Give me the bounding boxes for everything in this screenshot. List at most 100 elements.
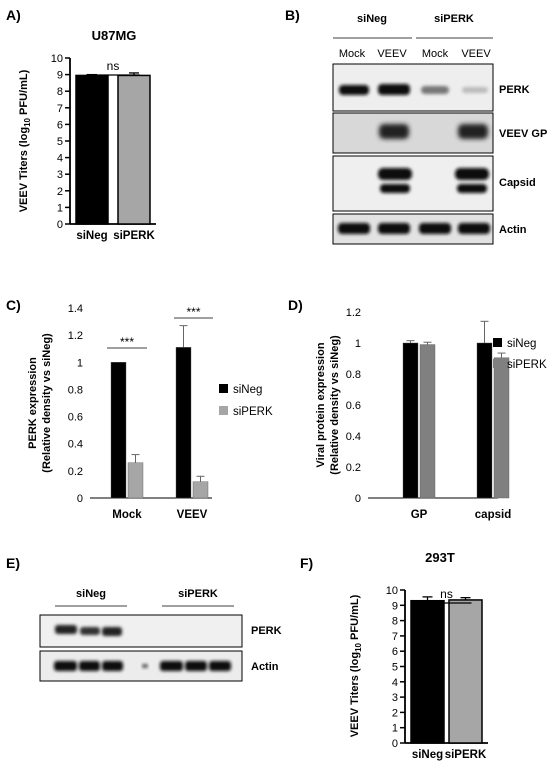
x-category-label: siPERK	[113, 230, 155, 242]
band	[458, 124, 488, 139]
y-tick-label: 10	[386, 585, 398, 597]
band	[102, 627, 122, 636]
bar-sineg-capsid	[476, 342, 493, 499]
bar-sineg	[410, 599, 445, 744]
panel-label-c: C)	[6, 297, 21, 313]
bar-sineg-mock	[110, 362, 127, 499]
y-tick-label: 6	[57, 119, 63, 131]
x-category-label: VEEV	[177, 509, 208, 521]
legend-swatch-sineg	[219, 384, 228, 393]
y-axis-label-sub: 10	[23, 117, 32, 126]
y-tick-label: 0.4	[68, 439, 83, 451]
y-tick-label: 5	[57, 136, 63, 148]
band	[378, 84, 410, 95]
bar-siperk-capsid	[493, 357, 510, 499]
band	[457, 184, 487, 193]
blot-b-lane-2: VEEV	[377, 48, 407, 60]
y-tick-label: 9	[57, 70, 63, 82]
y-axis-label-main: VEEV Titers (log	[349, 652, 361, 737]
y-axis-label-line1: PERK expression	[27, 357, 39, 449]
blot-b-lane-3: Mock	[422, 48, 449, 60]
chart-d-viral-protein-expression: 0 0.2 0.4 0.6 0.8 1 1.2 Viral protein expressio…	[315, 307, 547, 521]
legend-swatch-sineg	[493, 338, 502, 347]
chart-title: U87MG	[92, 28, 137, 43]
legend-label-sineg: siNeg	[233, 384, 262, 396]
bar-sineg-gp	[402, 342, 419, 499]
band	[102, 661, 123, 671]
y-tick-label: 0.2	[346, 462, 361, 474]
panel-label-e: E)	[6, 555, 20, 571]
y-tick-label: 3	[392, 692, 398, 704]
y-tick-label: 5	[392, 662, 398, 674]
y-tick-label: 8	[392, 616, 398, 628]
y-tick-label: 0.2	[68, 466, 83, 478]
y-tick-label: 1	[77, 357, 83, 369]
significance-label: ***	[120, 335, 134, 349]
band	[378, 168, 412, 180]
y-tick-label: 0.4	[346, 431, 361, 443]
y-axis-label-sub: 10	[354, 642, 363, 651]
band	[185, 661, 207, 671]
y-tick-label: 9	[392, 600, 398, 612]
blot-b-group-siperk: siPERK	[434, 13, 474, 25]
y-tick-label: 7	[392, 631, 398, 643]
y-tick-label: 2	[57, 186, 63, 198]
blot-b-perk-bands	[339, 84, 488, 95]
y-axis-label-end: PFU/mL)	[349, 594, 361, 643]
band	[54, 661, 77, 671]
band	[209, 661, 231, 671]
y-tick-label: 0.8	[68, 384, 83, 396]
y-tick-label: 1.2	[68, 330, 83, 342]
x-category-label: GP	[411, 509, 428, 521]
band	[339, 85, 369, 95]
y-tick-label: 1.4	[68, 303, 83, 315]
y-tick-label: 4	[392, 677, 398, 689]
western-blot-e: siNeg siPERK PERK Actin	[39, 588, 282, 682]
y-tick-label: 1	[355, 338, 361, 350]
band	[80, 627, 100, 635]
y-tick-label: 7	[57, 103, 63, 115]
y-tick-label: 4	[57, 153, 63, 165]
x-category-label: siNeg	[412, 749, 443, 761]
y-tick-label: 0	[392, 738, 398, 750]
blot-b-row-gp: VEEV GP	[499, 128, 547, 140]
bar-sineg-veev	[175, 347, 192, 499]
blot-b-capsid-membrane	[332, 155, 494, 212]
blot-e-row-actin: Actin	[251, 661, 279, 673]
y-axis-label-line1: Viral protein expression	[315, 342, 327, 467]
y-tick-label: 1.2	[346, 307, 361, 319]
band	[142, 664, 148, 668]
blot-b-row-capsid: Capsid	[499, 177, 536, 189]
western-blot-b: siNeg siPERK Mock VEEV Mock VEEV PERK VE…	[332, 13, 547, 245]
blot-b-group-sineg: siNeg	[357, 13, 387, 25]
bar-siperk-gp	[419, 344, 436, 499]
blot-e-group-sineg: siNeg	[76, 588, 106, 600]
bar-siperk	[448, 599, 483, 744]
x-category-label: siNeg	[76, 230, 107, 242]
y-axis-label: VEEV Titers (log10 PFU/mL)	[18, 69, 32, 212]
band	[55, 625, 77, 634]
blot-b-row-perk: PERK	[499, 84, 530, 96]
band	[338, 223, 370, 234]
blot-e-row-perk: PERK	[251, 625, 282, 637]
y-axis-label-line2: (Relative density vs siNeg)	[329, 335, 341, 475]
band	[160, 661, 183, 671]
chart-c-perk-expression: 0 0.2 0.4 0.6 0.8 1 1.2 1.4 PERK expression (Rela…	[27, 303, 273, 521]
blot-b-row-actin: Actin	[499, 224, 527, 236]
bar-siperk-mock	[127, 462, 144, 499]
blot-b-lane-1: Mock	[339, 48, 366, 60]
band	[421, 86, 449, 94]
y-axis-label-main: VEEV Titers (log	[18, 127, 30, 212]
blot-e-perk-bands	[55, 625, 122, 636]
significance-label: ***	[186, 305, 200, 319]
y-axis-label: PERK expression (Relative density vs siNe…	[27, 333, 53, 473]
legend-label-siperk: siPERK	[233, 406, 273, 418]
band	[419, 223, 451, 234]
y-tick-label: 10	[51, 53, 63, 65]
panel-label-a: A)	[6, 7, 21, 23]
legend-swatch-siperk	[219, 406, 228, 415]
y-axis-label-end: PFU/mL)	[18, 69, 30, 118]
bar-sineg	[75, 74, 109, 225]
y-tick-label: 8	[57, 86, 63, 98]
